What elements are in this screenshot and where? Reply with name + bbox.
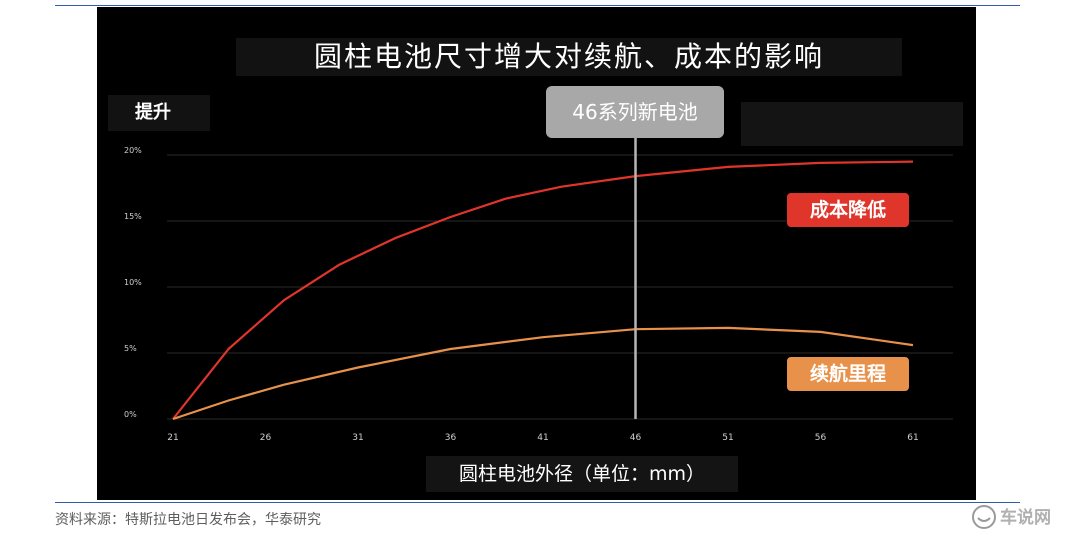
title-background (236, 38, 902, 76)
watermark-logo: 车说网 (972, 505, 1051, 529)
series-line-1 (172, 160, 914, 420)
x-tick-label: 36 (445, 433, 457, 443)
watermark-text: 车说网 (1000, 507, 1051, 528)
decorative-dark-box (741, 102, 963, 146)
y-tick-label: 5% (124, 344, 137, 353)
x-tick-label: 26 (260, 433, 272, 443)
chart-plot: 0% 5% 10% 15% 20% 21 26 31 36 41 46 51 56 61 (124, 137, 953, 443)
y-axis-label: 提升 (135, 102, 171, 123)
x-tick-label: 41 (537, 433, 548, 443)
x-tick-label: 46 (630, 433, 642, 443)
chart-panel (97, 7, 976, 500)
series-line-2 (172, 326, 914, 421)
x-tick-label: 21 (167, 433, 178, 443)
y-tick-label: 10% (124, 278, 142, 287)
ylabel-background (108, 95, 210, 131)
marker-line-label: 46系列新电池 (546, 86, 724, 138)
x-tick-label: 61 (907, 433, 918, 443)
watermark-smile (977, 517, 991, 522)
y-tick-label: 20% (124, 146, 142, 155)
watermark-circle (972, 505, 996, 529)
xlabel-background (426, 456, 738, 492)
bottom-rule (55, 502, 1020, 503)
x-tick-label: 56 (815, 433, 827, 443)
y-tick-label: 15% (124, 212, 142, 221)
legend-driving-range: 续航里程 (787, 357, 909, 391)
x-axis-label: 圆柱电池外径（单位：mm） (458, 463, 706, 485)
top-rule (55, 5, 1020, 6)
chart-title: 圆柱电池尺寸增大对续航、成本的影响 (313, 40, 824, 73)
x-tick-label: 51 (722, 433, 733, 443)
legend-cost-reduction: 成本降低 (787, 193, 909, 227)
source-note: 资料来源：特斯拉电池日发布会，华泰研究 (55, 512, 321, 528)
x-tick-label: 31 (352, 433, 363, 443)
y-tick-label: 0% (124, 410, 137, 419)
